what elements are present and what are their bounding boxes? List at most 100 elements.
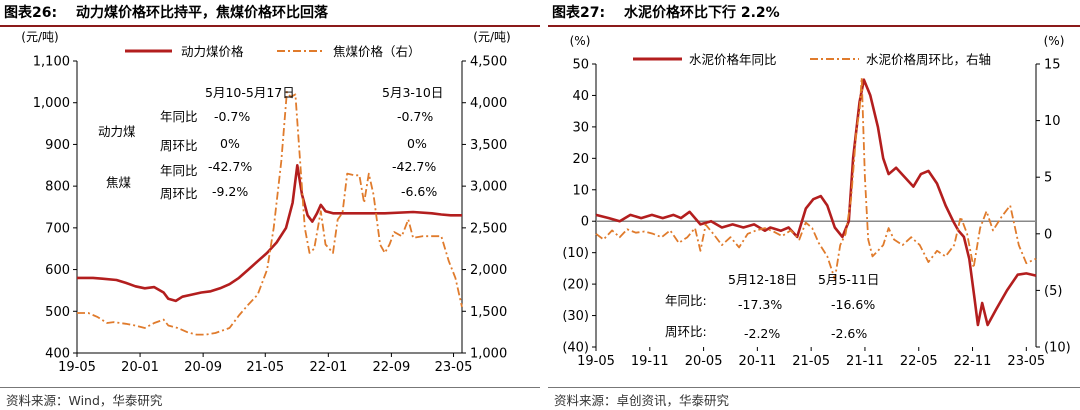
x-tick-label: 20-11 (738, 354, 776, 369)
left-y-tick-label: 800 (45, 180, 70, 195)
thermal-yoy-current: -0.7% (214, 109, 250, 124)
figure-title-row: 图表27: 水泥价格环比下行 2.2% (552, 2, 1080, 24)
cement-price-chart: (%) (%)(40)(30)(20)(10)01020304050(10)(5)… (562, 34, 1071, 369)
left-axis-unit: (%) (570, 34, 591, 48)
right-y-tick-label: 2,000 (470, 263, 507, 278)
row-yoy-label: 年同比: (665, 293, 707, 308)
right-y-tick-label: 10 (1044, 114, 1061, 129)
left-y-tick-label: 30 (572, 120, 589, 135)
left-y-tick-label: (20) (562, 278, 589, 293)
left-y-tick-label: (40) (562, 341, 589, 356)
right-y-tick-label: 0 (1044, 227, 1052, 242)
period-prior-label: 5月5-11日 (818, 272, 879, 287)
left-y-tick-label: 20 (572, 152, 589, 167)
annotation-table: 5月12-18日 5月5-11日 年同比: 周环比: -17.3% -16.6%… (665, 272, 879, 341)
yoy-current: -17.3% (738, 297, 782, 312)
right-y-tick-label: 1,000 (470, 347, 507, 362)
coking-wow-current: -9.2% (212, 184, 248, 199)
x-tick-label: 22-01 (309, 360, 347, 375)
cement-series-1-line (595, 78, 1037, 327)
period-prior-label: 5月3-10日 (382, 85, 443, 100)
title-rule (0, 25, 540, 27)
coking-yoy-current: -42.7% (208, 159, 252, 174)
source-rule (548, 387, 1080, 388)
chart-legend: 水泥价格年同比 水泥价格周环比，右轴 (633, 52, 991, 67)
wow-prior: -2.6% (831, 326, 867, 341)
thermal-wow-current: 0% (220, 136, 240, 151)
x-tick-label: 23-05 (1007, 354, 1045, 369)
source-rule (0, 387, 540, 388)
right-y-tick-label: 4,000 (470, 96, 507, 111)
thermal-wow-prior: 0% (407, 136, 427, 151)
left-y-tick-label: 0 (581, 215, 589, 230)
row-yoy-thermal: 年同比 (160, 109, 198, 124)
x-tick-label: 21-05 (246, 360, 284, 375)
left-y-tick-label: 40 (572, 89, 589, 104)
thermal-yoy-prior: -0.7% (397, 109, 433, 124)
coking-wow-prior: -6.6% (401, 184, 437, 199)
coking-group-label: 焦煤 (106, 175, 132, 190)
right-y-tick-label: (10) (1044, 341, 1071, 356)
yoy-prior: -16.6% (831, 297, 875, 312)
left-y-tick-label: 700 (45, 221, 70, 236)
source-note: 资料来源：卓创资讯，华泰研究 (554, 393, 730, 408)
right-y-tick-label: 5 (1044, 171, 1052, 186)
left-y-tick-label: 1,000 (33, 96, 70, 111)
x-tick-label: 22-09 (373, 360, 411, 375)
source-note: 资料来源：Wind，华泰研究 (6, 393, 163, 408)
row-wow-label: 周环比: (665, 324, 707, 339)
x-tick-label: 22-11 (954, 354, 992, 369)
right-y-tick-label: 3,000 (470, 180, 507, 195)
x-tick-label: 20-09 (184, 360, 222, 375)
chart-legend: 动力煤价格 焦煤价格（右） (125, 44, 421, 59)
left-y-tick-label: (10) (562, 246, 589, 261)
cement-series-2-line (595, 76, 1037, 280)
thermal-group-label: 动力煤 (98, 124, 136, 139)
left-y-tick-label: (30) (562, 309, 589, 324)
right-axis-unit: (元/吨) (473, 30, 510, 44)
x-tick-label: 22-05 (900, 354, 938, 369)
right-y-tick-label: 4,500 (470, 55, 507, 70)
x-tick-label: 19-05 (58, 360, 96, 375)
figure-title: 水泥价格环比下行 2.2% (623, 5, 780, 21)
left-axis-unit: (元/吨) (21, 30, 58, 44)
left-y-tick-label: 500 (45, 305, 70, 320)
figure-title: 动力煤价格环比持平，焦煤价格环比回落 (75, 5, 328, 21)
period-current-label: 5月10-5月17日 (205, 85, 295, 100)
x-tick-label: 23-05 (435, 360, 473, 375)
figure-label: 图表27: (552, 5, 606, 21)
left-y-tick-label: 1,100 (33, 55, 70, 70)
period-current-label: 5月12-18日 (728, 272, 797, 287)
figure-title-row: 图表26: 动力煤价格环比持平，焦煤价格环比回落 (4, 2, 540, 24)
x-tick-label: 20-01 (121, 360, 159, 375)
x-tick-label: 20-05 (685, 354, 723, 369)
x-tick-label: 21-11 (846, 354, 884, 369)
x-tick-label: 19-11 (631, 354, 669, 369)
legend-label-cement-wow: 水泥价格周环比，右轴 (866, 52, 991, 67)
legend-label-cement-yoy: 水泥价格年同比 (689, 52, 777, 67)
figure-label: 图表26: (4, 5, 58, 21)
right-y-tick-label: 15 (1044, 58, 1061, 73)
left-y-tick-label: 10 (572, 183, 589, 198)
x-tick-label: 19-05 (577, 354, 615, 369)
coal-price-panel: 图表26: 动力煤价格环比持平，焦煤价格环比回落 (元/吨) (元/吨) 400 50… (0, 2, 540, 408)
left-y-tick-label: 50 (572, 58, 589, 73)
annotation-table: 5月10-5月17日 5月3-10日 动力煤 焦煤 年同比 周环比 年同比 周环… (98, 85, 443, 201)
row-wow-coking: 周环比 (160, 186, 198, 201)
coal-series-2-line (77, 91, 463, 336)
x-tick-label: 21-05 (792, 354, 830, 369)
legend-label-thermal-coal: 动力煤价格 (181, 44, 244, 59)
coal-series-1-line (77, 164, 462, 303)
row-yoy-coking: 年同比 (160, 163, 198, 178)
coking-yoy-prior: -42.7% (392, 159, 436, 174)
left-y-tick-label: 600 (45, 263, 70, 278)
left-y-tick-label: 900 (45, 138, 70, 153)
right-y-tick-label: 3,500 (470, 138, 507, 153)
wow-current: -2.2% (744, 326, 780, 341)
row-wow-thermal: 周环比 (160, 138, 198, 153)
right-axis-unit: (%) (1044, 34, 1065, 48)
right-y-tick-label: 2,500 (470, 221, 507, 236)
title-rule (548, 25, 1080, 27)
left-y-tick-label: 400 (45, 347, 70, 362)
coal-price-chart: (元/吨) (元/吨) 400 500 600 700 800 900 1,000 1,100 1,… (21, 30, 510, 375)
